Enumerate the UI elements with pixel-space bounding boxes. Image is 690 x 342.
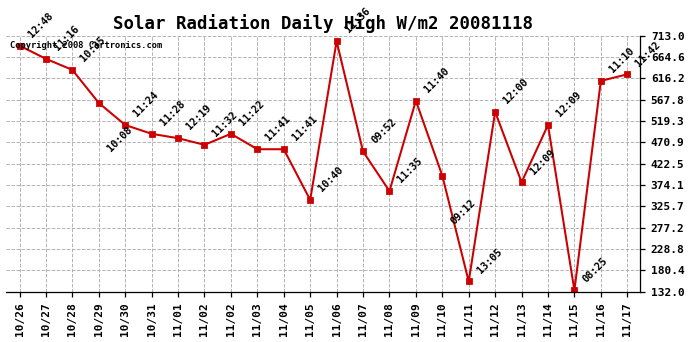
Text: 11:41: 11:41 bbox=[290, 114, 319, 143]
Text: 11:41: 11:41 bbox=[264, 114, 292, 143]
Text: 11:40: 11:40 bbox=[422, 66, 451, 94]
Text: 10:08: 10:08 bbox=[105, 125, 134, 154]
Title: Solar Radiation Daily High W/m2 20081118: Solar Radiation Daily High W/m2 20081118 bbox=[113, 14, 533, 33]
Text: Copyright 2008 Cartronics.com: Copyright 2008 Cartronics.com bbox=[10, 41, 161, 50]
Text: 08:25: 08:25 bbox=[580, 255, 609, 284]
Text: 11:22: 11:22 bbox=[237, 99, 266, 128]
Text: 11:42: 11:42 bbox=[633, 39, 662, 68]
Text: 12:09: 12:09 bbox=[527, 147, 556, 176]
Text: 12:48: 12:48 bbox=[26, 11, 55, 39]
Text: 11:28: 11:28 bbox=[158, 99, 186, 128]
Text: 11:24: 11:24 bbox=[131, 90, 160, 119]
Text: 13:05: 13:05 bbox=[475, 247, 503, 275]
Text: 12:00: 12:00 bbox=[501, 77, 529, 105]
Text: 09:52: 09:52 bbox=[369, 116, 397, 145]
Text: 11:10: 11:10 bbox=[607, 46, 635, 75]
Text: 11:32: 11:32 bbox=[210, 110, 239, 139]
Text: 11:36: 11:36 bbox=[342, 6, 371, 35]
Text: 12:09: 12:09 bbox=[553, 90, 582, 119]
Text: 10:35: 10:35 bbox=[79, 35, 108, 64]
Text: 09:12: 09:12 bbox=[448, 198, 477, 227]
Text: 12:19: 12:19 bbox=[184, 103, 213, 132]
Text: 10:40: 10:40 bbox=[316, 165, 345, 194]
Text: 11:35: 11:35 bbox=[395, 156, 424, 185]
Text: 11:16: 11:16 bbox=[52, 24, 81, 53]
